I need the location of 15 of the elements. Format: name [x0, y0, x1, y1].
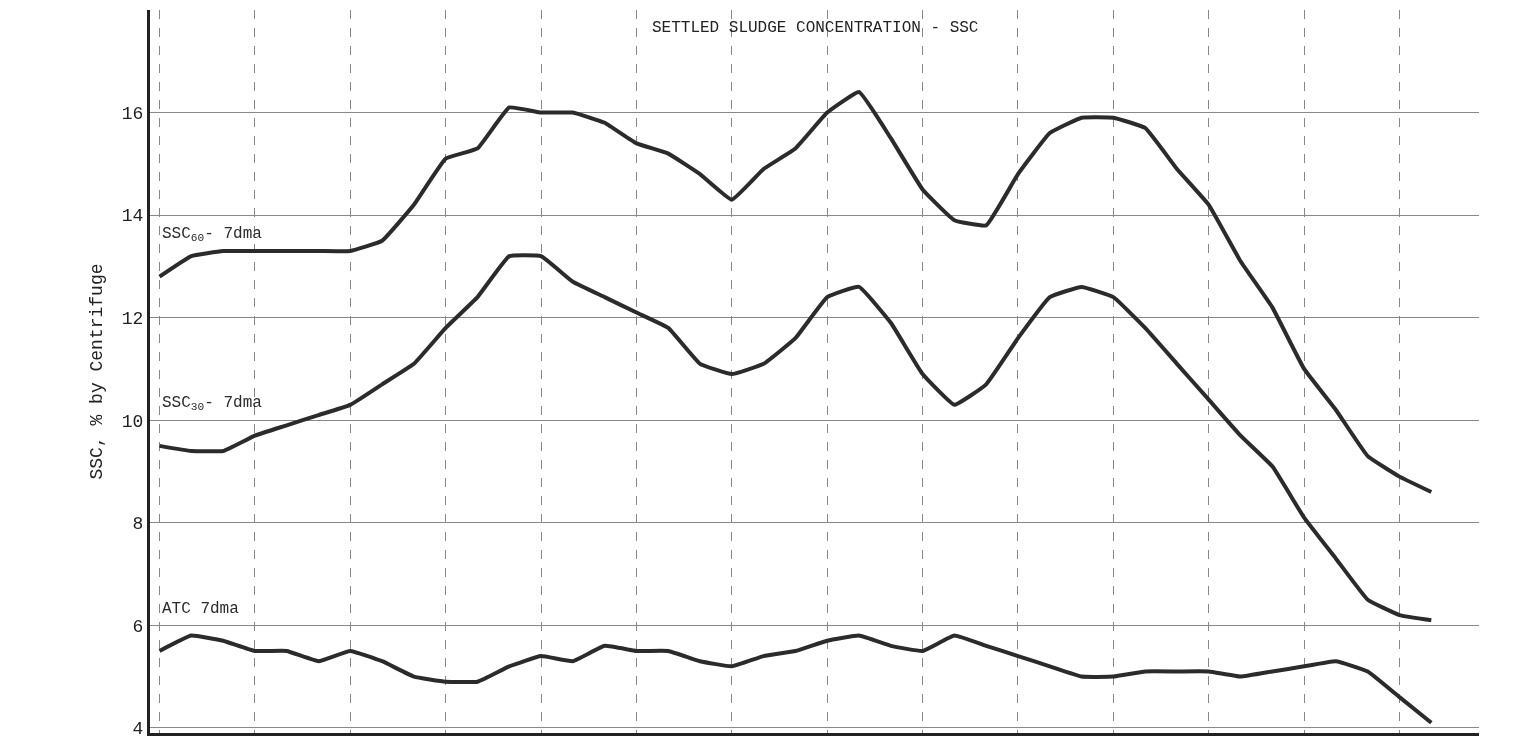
- line-series: [157, 633, 1434, 725]
- series-label: SSC$_{60}$- 7dma: [162, 225, 263, 245]
- text: SETTLED SLUDGE CONCENTRATION - SSC: [652, 19, 979, 37]
- y-tick-label: 8: [132, 514, 144, 535]
- series-label: SSC$_{30}$- 7dma: [162, 394, 263, 414]
- y-tick-label: 10: [121, 411, 144, 432]
- y-tick-label: 12: [121, 308, 144, 329]
- y-tick-label: 4: [132, 719, 144, 740]
- y-axis-title: SSC, % by Centrifuge: [87, 263, 107, 480]
- line-series: [157, 253, 1434, 623]
- y-tick-label: 6: [132, 616, 144, 637]
- line-series: [157, 90, 1434, 494]
- y-tick-label: 14: [121, 206, 144, 227]
- series-label: ATC 7dma: [162, 600, 240, 618]
- y-tick-label: 16: [121, 103, 144, 124]
